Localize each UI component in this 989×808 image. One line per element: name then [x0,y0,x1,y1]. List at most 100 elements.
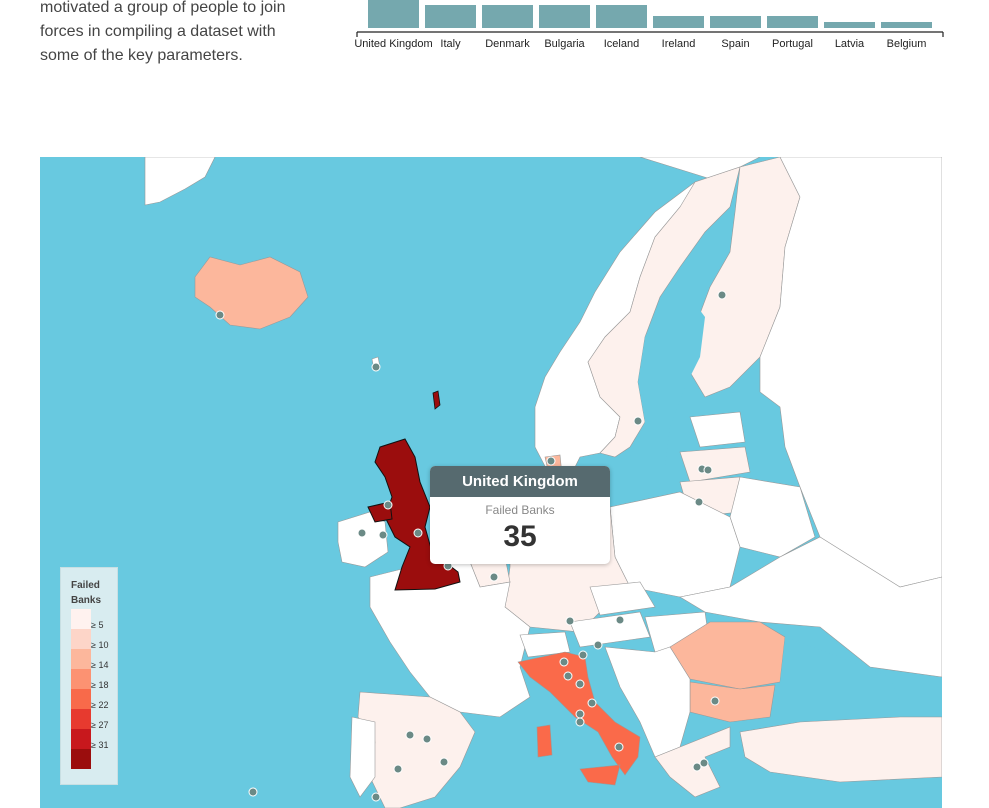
baltic-sea [630,297,705,487]
bank-marker[interactable] [248,787,258,797]
bar-label: Italy [440,38,461,50]
legend-label: ≥ 27 [91,720,109,730]
bar-label: Portugal [772,38,813,50]
bank-marker[interactable] [565,616,575,626]
bank-marker[interactable] [371,792,381,802]
bank-marker[interactable] [575,717,585,727]
tooltip-metric-value: 35 [503,520,537,553]
bar-spain[interactable] [710,16,761,28]
bar-bulgaria[interactable] [539,5,590,28]
country-iceland[interactable] [194,256,309,330]
country-greenland[interactable] [144,157,216,206]
legend-swatch [71,649,91,669]
legend-swatch [71,669,91,689]
bank-marker[interactable] [614,742,624,752]
bank-marker[interactable] [559,657,569,667]
bar-chart-axis [356,31,944,37]
bar-label: Denmark [485,38,530,50]
bank-marker[interactable] [692,762,702,772]
bank-marker[interactable] [703,465,713,475]
bank-marker[interactable] [575,679,585,689]
country-tooltip: United Kingdom Failed Banks 35 [430,466,610,564]
country-switzerland[interactable] [519,631,571,658]
bank-marker[interactable] [413,528,423,538]
country-latvia[interactable] [679,446,751,483]
bank-marker[interactable] [383,500,393,510]
bank-marker[interactable] [357,528,367,538]
country-balkans[interactable] [604,646,691,758]
bar-denmark[interactable] [482,5,533,28]
bar-latvia[interactable] [824,22,875,28]
legend-swatch [71,609,91,629]
intro-text: motivated a group of people to join forc… [40,0,310,68]
country-sicily[interactable] [579,764,621,786]
bar-label: Iceland [603,38,640,50]
bank-marker[interactable] [694,497,704,507]
country-sweden[interactable] [587,166,741,458]
bank-marker[interactable] [405,730,415,740]
country-estonia[interactable] [689,411,746,448]
bar-label: United Kingdom [354,38,433,50]
bank-markers [215,290,727,802]
failed-banks-bar-chart: United Kingdom Italy Denmark Bulgaria Icelan… [350,0,950,60]
bank-marker[interactable] [575,709,585,719]
bar-label: Spain [721,38,750,50]
bar-united-kingdom[interactable] [368,0,419,28]
country-france[interactable] [369,561,531,718]
bank-marker[interactable] [371,362,381,372]
bank-marker[interactable] [563,671,573,681]
bank-marker[interactable] [393,764,403,774]
bank-marker[interactable] [489,572,499,582]
country-austria[interactable] [569,611,651,648]
tooltip-metric-label: Failed Banks [485,503,555,517]
bar-portugal[interactable] [767,16,818,28]
bank-marker[interactable] [215,310,225,320]
country-bulgaria[interactable] [689,681,776,723]
bank-marker[interactable] [546,456,556,466]
legend-swatch [71,709,91,729]
bank-marker[interactable] [378,530,388,540]
bank-marker[interactable] [587,698,597,708]
map-canvas[interactable] [40,157,942,808]
country-czechia[interactable] [589,581,656,616]
bank-marker[interactable] [633,416,643,426]
legend-swatch [71,729,91,749]
bar-label: Belgium [886,38,927,50]
legend-swatch [71,689,91,709]
bar-belgium[interactable] [881,22,932,28]
country-turkey[interactable] [739,716,942,783]
map-legend: Failed Banks ≥ 5 ≥ 10 ≥ 14 ≥ 18 ≥ 22 ≥ 27 ≥ 31 [60,567,118,785]
bank-marker[interactable] [699,758,709,768]
legend-title: Failed Banks [71,580,102,606]
legend-label: ≥ 10 [91,640,109,650]
bar-label: Bulgaria [544,38,585,50]
legend-label: ≥ 18 [91,680,109,690]
bank-marker[interactable] [578,650,588,660]
bank-marker[interactable] [717,290,727,300]
bar-ireland[interactable] [653,16,704,28]
bar-iceland[interactable] [596,5,647,28]
bank-marker[interactable] [593,640,603,650]
black-sea [780,637,900,717]
bank-marker[interactable] [710,696,720,706]
bar-italy[interactable] [425,5,476,28]
legend-label: ≥ 31 [91,740,109,750]
bar-label: Ireland [661,38,696,50]
bank-marker[interactable] [439,757,449,767]
bank-marker[interactable] [615,615,625,625]
legend-label: ≥ 14 [91,660,109,670]
country-shetland[interactable] [432,390,441,410]
bank-marker[interactable] [422,734,432,744]
country-sardinia[interactable] [536,724,553,758]
legend-swatch [71,629,91,649]
country-ukraine[interactable] [679,536,942,678]
legend-label: ≥ 5 [91,620,104,630]
intro-line: some of the key parameters. [40,47,243,64]
intro-line: motivated a group of people to join [40,0,286,16]
tooltip-country-name: United Kingdom [430,466,610,497]
legend-label: ≥ 22 [91,700,109,710]
intro-line: forces in compiling a dataset with [40,23,276,40]
country-greece[interactable] [654,726,731,798]
country-united-kingdom[interactable] [374,438,461,591]
country-portugal[interactable] [349,716,376,798]
